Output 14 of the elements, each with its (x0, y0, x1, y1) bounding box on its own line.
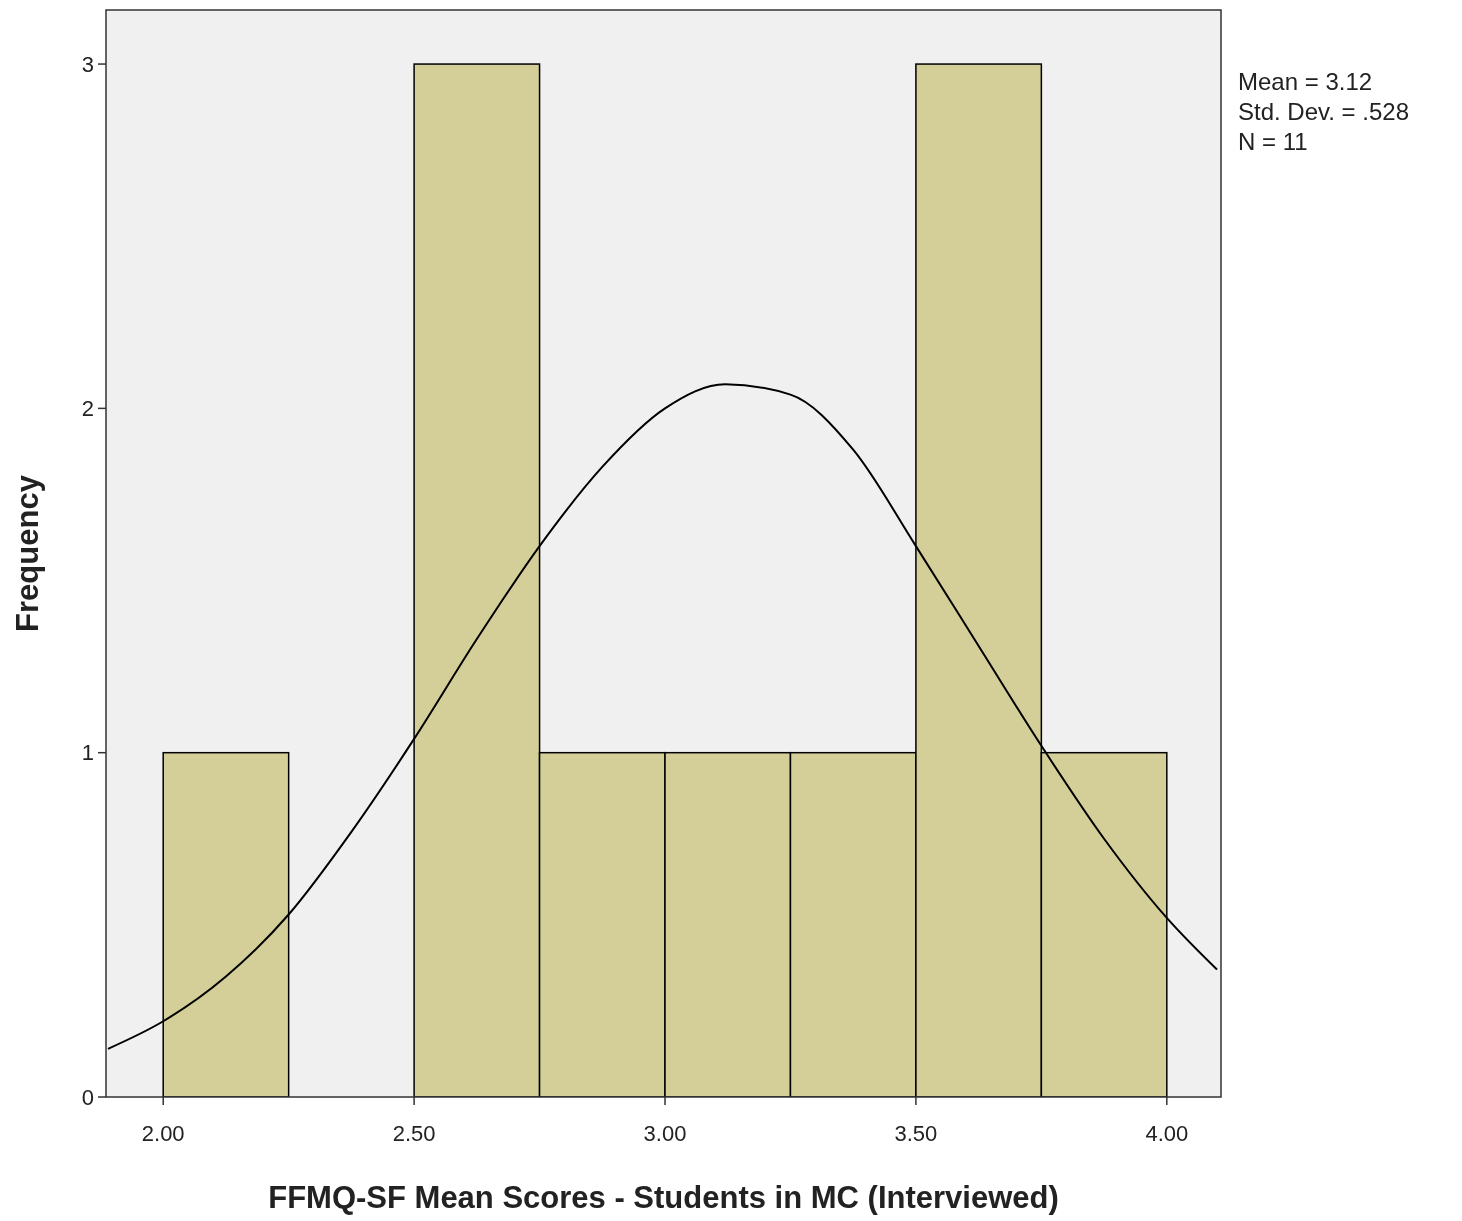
x-tick-label: 4.00 (1145, 1121, 1189, 1146)
x-axis-title: FFMQ-SF Mean Scores - Students in MC (Interviewed) (268, 1180, 1059, 1215)
x-tick-label: 2.00 (141, 1121, 185, 1146)
text: N = 11 (1238, 128, 1308, 155)
y-tick-label: 3 (81, 51, 94, 77)
x-tick-label: 2.50 (392, 1121, 436, 1146)
x-tick-label: 3.50 (894, 1121, 938, 1146)
x-tick-label: 3.00 (643, 1121, 687, 1146)
text: Mean = 3.12 (1238, 68, 1373, 95)
y-tick-label: 0 (81, 1084, 94, 1110)
y-tick-label: 2 (81, 396, 94, 422)
y-tick-label: 1 (81, 740, 94, 766)
text: Std. Dev. = .528 (1238, 98, 1409, 125)
y-axis-title: Frequency (10, 474, 45, 632)
